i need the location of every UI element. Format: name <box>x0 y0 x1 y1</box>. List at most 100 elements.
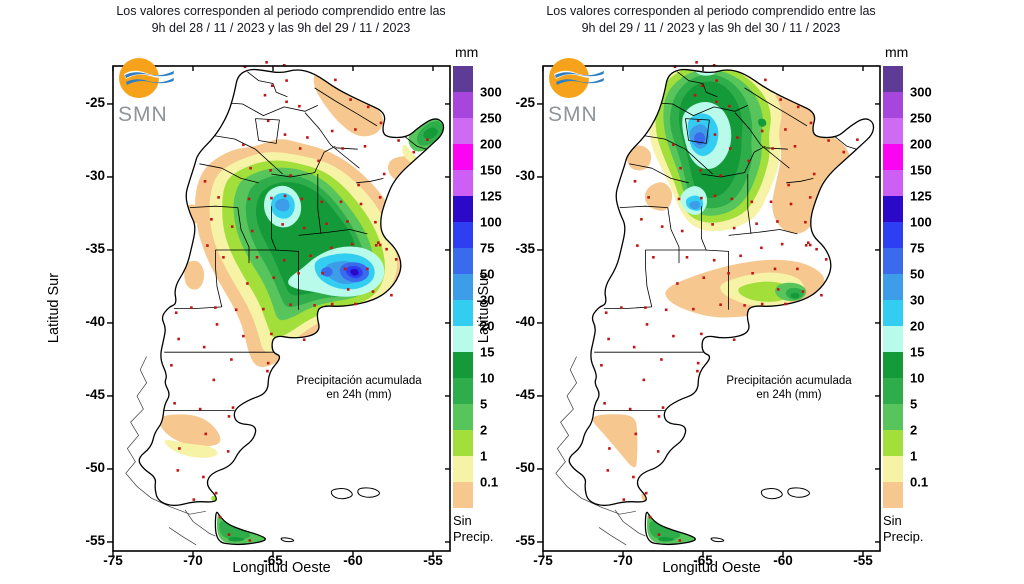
colorbar-level-label: 300 <box>480 84 502 100</box>
colorbar-segment <box>453 66 473 92</box>
panel2-colorbar: mm 300 250 200 150 125 100 75 50 30 20 15 10 5 2 1 0.1 … <box>883 44 961 545</box>
panel1-ylabel: Latitud Sur <box>46 272 62 344</box>
x-axis-tick-label: -70 <box>183 553 203 568</box>
colorbar-segment <box>453 378 473 404</box>
colorbar-segment <box>453 352 473 378</box>
precipitation-map-2 <box>537 61 881 557</box>
panel2-annotation-line1: Precipitación acumulada <box>726 375 852 387</box>
panel1-map-box: SMN <box>107 58 451 557</box>
colorbar-segment <box>883 482 903 508</box>
panel1-colorbar: mm 300 250 200 150 125 100 75 50 30 20 15 10 5 2 1 0.1 … <box>453 44 531 545</box>
panel2-annotation: Precipitación acumulada en 24h (mm) <box>703 374 875 402</box>
colorbar-no-precip-label: Sin Precip. <box>453 513 494 544</box>
panel1-xlabel: Longitud Oeste <box>232 560 331 576</box>
colorbar-level-label: 10 <box>910 370 925 386</box>
smn-logo-icon <box>119 58 176 98</box>
panel1-annotation: Precipitación acumulada en 24h (mm) <box>273 374 445 402</box>
colorbar-level-label: 50 <box>480 266 495 282</box>
map-frame <box>112 65 451 552</box>
colorbar-segment <box>453 248 473 274</box>
colorbar-level-label: 5 <box>480 396 488 412</box>
x-axis-tick-label: -60 <box>343 553 363 568</box>
colorbar-level-label: 75 <box>480 240 495 256</box>
colorbar-segment <box>453 170 473 196</box>
station-dots <box>170 61 429 542</box>
colorbar-segment <box>883 352 903 378</box>
colorbar-level-label: 2 <box>480 422 488 438</box>
smn-logo-text: SMN <box>548 103 598 126</box>
colorbar-level-label: 300 <box>910 84 932 100</box>
colorbar-segment <box>883 248 903 274</box>
colorbar-segment <box>883 170 903 196</box>
colorbar-level-label: 150 <box>480 162 502 178</box>
province-borders <box>162 71 427 411</box>
panel2-title: Los valores corresponden al periodo comp… <box>506 3 916 37</box>
colorbar-level-label: 250 <box>480 110 502 126</box>
y-axis-tick-label: -35 <box>85 240 105 256</box>
colorbar-segment <box>453 404 473 430</box>
colorbar-level-label: 200 <box>480 136 502 152</box>
colorbar-level-label: 100 <box>910 214 932 230</box>
colorbar-segment <box>453 274 473 300</box>
colorbar-segment <box>453 144 473 170</box>
colorbar-level-label: 15 <box>910 344 925 360</box>
x-axis-tick-label: -65 <box>693 553 713 568</box>
colorbar-no-precip-label: Sin Precip. <box>883 513 924 544</box>
colorbar-level-label: 20 <box>910 318 925 334</box>
colorbar-segment <box>453 300 473 326</box>
colorbar-level-label: 5 <box>910 396 918 412</box>
colorbar-level-label: 125 <box>480 188 502 204</box>
colorbar-level-label: 250 <box>910 110 932 126</box>
y-axis-tick-label: -25 <box>85 94 105 110</box>
x-axis-tick-label: -70 <box>613 553 633 568</box>
colorbar-segment <box>453 456 473 482</box>
colorbar-segment <box>453 92 473 118</box>
precip-blobs <box>158 69 444 544</box>
y-axis-tick-label: -30 <box>85 167 105 183</box>
colorbar-level-label: 1 <box>480 448 488 464</box>
panel1-title-line1: Los valores corresponden al periodo comp… <box>116 4 446 18</box>
panel1-annotation-line1: Precipitación acumulada <box>296 375 422 387</box>
y-axis-tick-label: -30 <box>515 167 535 183</box>
colorbar-segment <box>453 482 473 508</box>
colorbar-level-label: 100 <box>480 214 502 230</box>
colorbar-level-label: 1 <box>910 448 918 464</box>
smn-logo: SMN <box>118 56 188 127</box>
station-dots <box>600 61 859 542</box>
colorbar-segment <box>883 378 903 404</box>
y-axis-tick-label: -45 <box>515 386 535 402</box>
y-axis-tick-label: -35 <box>515 240 535 256</box>
panel2-annotation-line2: en 24h (mm) <box>756 389 822 401</box>
panel2-xlabel: Longitud Oeste <box>662 560 761 576</box>
x-axis-tick-label: -75 <box>103 553 123 568</box>
colorbar-level-label: 15 <box>480 344 495 360</box>
colorbar-segment <box>453 118 473 144</box>
colorbar-level-label: 0.1 <box>910 474 929 490</box>
colorbar-level-label: 150 <box>910 162 932 178</box>
map-frame <box>542 65 881 552</box>
panel1-annotation-line2: en 24h (mm) <box>326 389 392 401</box>
colorbar-level-label: 30 <box>480 292 495 308</box>
x-axis-tick-label: -60 <box>773 553 793 568</box>
colorbar-bar: 300 250 200 150 125 100 75 50 30 20 15 10 5 2 1 0.1 <box>883 66 932 508</box>
country-outline <box>568 68 875 546</box>
colorbar-level-label: 0.1 <box>480 474 499 490</box>
colorbar-segment <box>453 222 473 248</box>
y-axis-tick-label: -50 <box>85 459 105 475</box>
smn-logo: SMN <box>548 56 618 127</box>
y-axis-tick-label: -55 <box>515 532 535 548</box>
colorbar-segment <box>883 222 903 248</box>
colorbar-unit-label: mm <box>885 44 909 60</box>
smn-logo-icon <box>549 58 606 98</box>
colorbar-level-label: 50 <box>910 266 925 282</box>
axis-ticks <box>107 66 450 557</box>
colorbar-level-label: 10 <box>480 370 495 386</box>
panel1-title: Los valores corresponden al periodo comp… <box>76 3 486 37</box>
colorbar-level-label: 125 <box>910 188 932 204</box>
x-axis-tick-label: -55 <box>423 553 443 568</box>
colorbar-segment <box>883 118 903 144</box>
colorbar-bar: 300 250 200 150 125 100 75 50 30 20 15 10 5 2 1 0.1 <box>453 66 502 508</box>
smn-logo-text: SMN <box>118 103 168 126</box>
colorbar-segment <box>453 326 473 352</box>
